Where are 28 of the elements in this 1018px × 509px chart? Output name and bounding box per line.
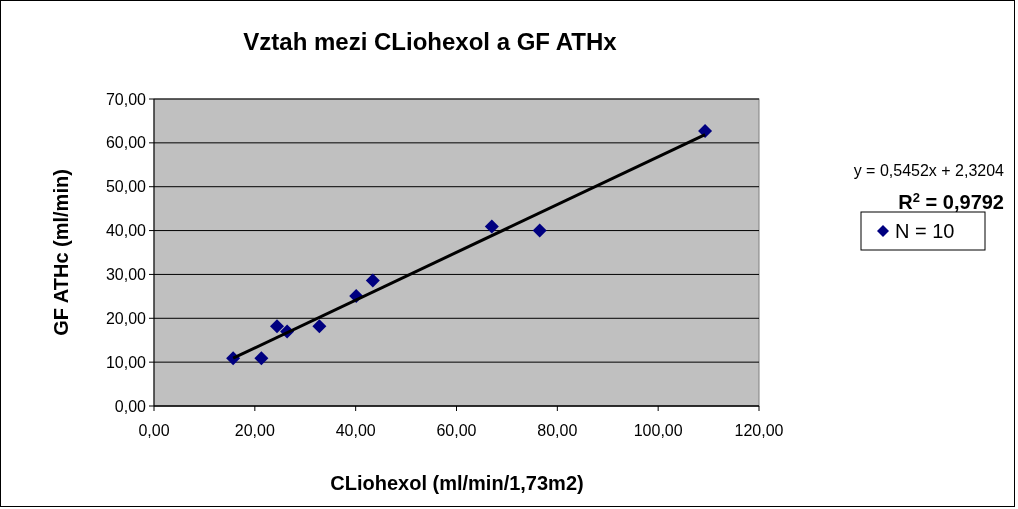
x-axis-title: CLiohexol (ml/min/1,73m2): [330, 472, 584, 494]
point: [270, 319, 285, 334]
point: [532, 223, 547, 238]
x-tick-label: 80,00: [537, 422, 578, 439]
x-tick-label: 60,00: [436, 422, 477, 439]
point: [365, 273, 380, 288]
x-tick-label: 40,00: [335, 422, 376, 439]
y-tick-label: 50,00: [105, 178, 147, 196]
y-tick-label: 60,00: [105, 134, 147, 152]
point: [312, 319, 327, 334]
point: [484, 219, 499, 234]
y-tick-label: 10,00: [105, 353, 147, 371]
x-tick-label: 0,00: [138, 422, 170, 439]
text: R$^{2}$ = 0,9792: [898, 189, 1004, 213]
y-tick-label: 40,00: [105, 222, 147, 240]
y-axis-title: GF ATHc (ml/min): [50, 169, 72, 336]
y-tick-label: 70,00: [105, 90, 147, 108]
legend-label: N = 10: [895, 220, 955, 242]
text: y = 0,5452x + 2,3204: [853, 162, 1005, 179]
point: [698, 124, 713, 139]
x-tick-label: 20,00: [234, 422, 275, 439]
y-tick-label: 0,00: [114, 397, 147, 415]
y-tick-label: 20,00: [105, 309, 147, 327]
y-tick-label: 30,00: [105, 266, 147, 284]
chart-title: Vztah mezi CLiohexol a GF ATHx: [243, 28, 618, 55]
x-tick-label: 120,00: [734, 422, 784, 439]
point: [254, 351, 269, 366]
x-tick-label: 100,00: [633, 422, 683, 439]
